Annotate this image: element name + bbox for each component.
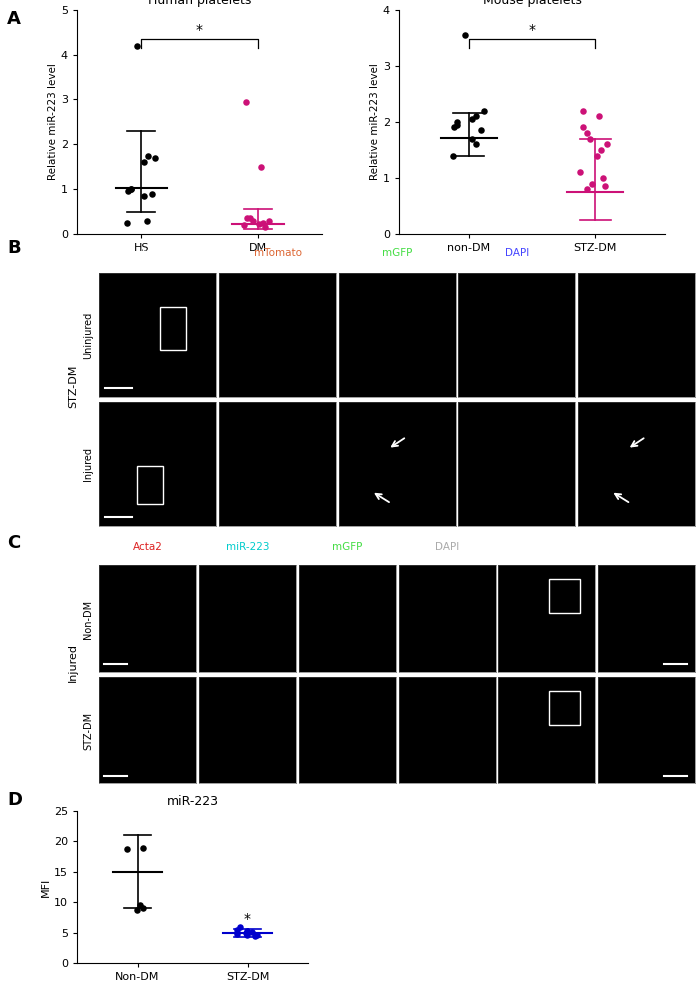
Point [452, 117, 463, 133]
Point [263, 213, 274, 229]
Point [121, 840, 132, 856]
Text: Non-DM: Non-DM [83, 600, 93, 639]
Text: mTomato: mTomato [253, 248, 302, 258]
Text: *: * [196, 23, 203, 36]
Text: B: B [7, 239, 20, 257]
Title: Mouse platelets: Mouse platelets [482, 0, 582, 7]
Point [135, 897, 146, 913]
Text: mGFP: mGFP [332, 542, 363, 551]
Point [600, 179, 611, 195]
Point [121, 215, 132, 231]
Point [258, 215, 269, 231]
Title: miR-223: miR-223 [167, 795, 218, 808]
Point [447, 147, 458, 163]
Point [122, 184, 134, 200]
Point [241, 927, 253, 943]
Point [578, 120, 589, 136]
Point [577, 103, 588, 119]
Y-axis label: Relative miR-223 level: Relative miR-223 level [370, 64, 380, 180]
Text: Merge: Merge [620, 248, 653, 258]
Point [125, 181, 136, 197]
Text: Injured: Injured [68, 643, 78, 682]
Point [470, 108, 482, 124]
Point [137, 900, 148, 916]
Point [139, 154, 150, 170]
Bar [549, 579, 580, 613]
Point [238, 217, 249, 233]
Point [601, 137, 612, 152]
Point [149, 149, 160, 165]
Point [587, 176, 598, 192]
Point [581, 125, 592, 141]
Point [597, 170, 608, 186]
Text: Merge: Merge [141, 248, 174, 258]
Point [449, 120, 460, 136]
Text: Merge: Merge [631, 542, 663, 551]
Text: D: D [7, 791, 22, 809]
Text: Merge: Merge [531, 542, 563, 551]
Y-axis label: Relative miR-223 level: Relative miR-223 level [48, 64, 58, 180]
Point [231, 926, 242, 942]
Point [147, 186, 158, 202]
Point [256, 159, 267, 175]
Point [582, 181, 593, 197]
Point [231, 922, 242, 938]
Y-axis label: MFI: MFI [41, 878, 51, 896]
Text: DAPI: DAPI [435, 542, 459, 551]
Point [466, 111, 477, 127]
Point [235, 919, 246, 935]
Text: mGFP: mGFP [382, 248, 412, 258]
Bar [549, 691, 580, 724]
Text: STZ-DM: STZ-DM [83, 712, 93, 750]
Text: DAPI: DAPI [505, 248, 529, 258]
Point [132, 901, 143, 917]
Text: *: * [244, 912, 251, 926]
Point [125, 181, 136, 197]
Point [241, 210, 252, 226]
Title: Human platelets: Human platelets [148, 0, 251, 7]
Point [142, 212, 153, 228]
Point [138, 839, 149, 855]
Text: *: * [528, 23, 536, 36]
Point [241, 926, 253, 942]
Text: A: A [7, 10, 21, 28]
Point [247, 924, 258, 940]
Point [459, 28, 470, 43]
Point [595, 143, 606, 158]
Text: STZ-DM: STZ-DM [68, 365, 78, 408]
Point [251, 927, 262, 943]
Text: Injured: Injured [83, 447, 93, 482]
Point [244, 210, 256, 226]
Point [247, 212, 258, 228]
Text: C: C [7, 534, 20, 551]
Point [591, 147, 602, 163]
Point [259, 219, 270, 235]
Text: miR-223: miR-223 [226, 542, 270, 551]
Point [594, 108, 605, 124]
Text: Uninjured: Uninjured [83, 312, 93, 360]
Point [452, 114, 463, 130]
Point [470, 137, 481, 152]
Point [240, 925, 251, 941]
Point [241, 923, 252, 939]
Point [132, 37, 143, 53]
Point [139, 188, 150, 203]
Point [253, 216, 265, 232]
Point [475, 123, 486, 139]
Point [584, 131, 595, 146]
Point [143, 147, 154, 163]
Point [466, 131, 477, 146]
Point [241, 93, 252, 109]
Text: Acta2: Acta2 [133, 542, 163, 551]
Point [250, 928, 261, 944]
Point [574, 164, 585, 180]
Point [478, 103, 489, 119]
